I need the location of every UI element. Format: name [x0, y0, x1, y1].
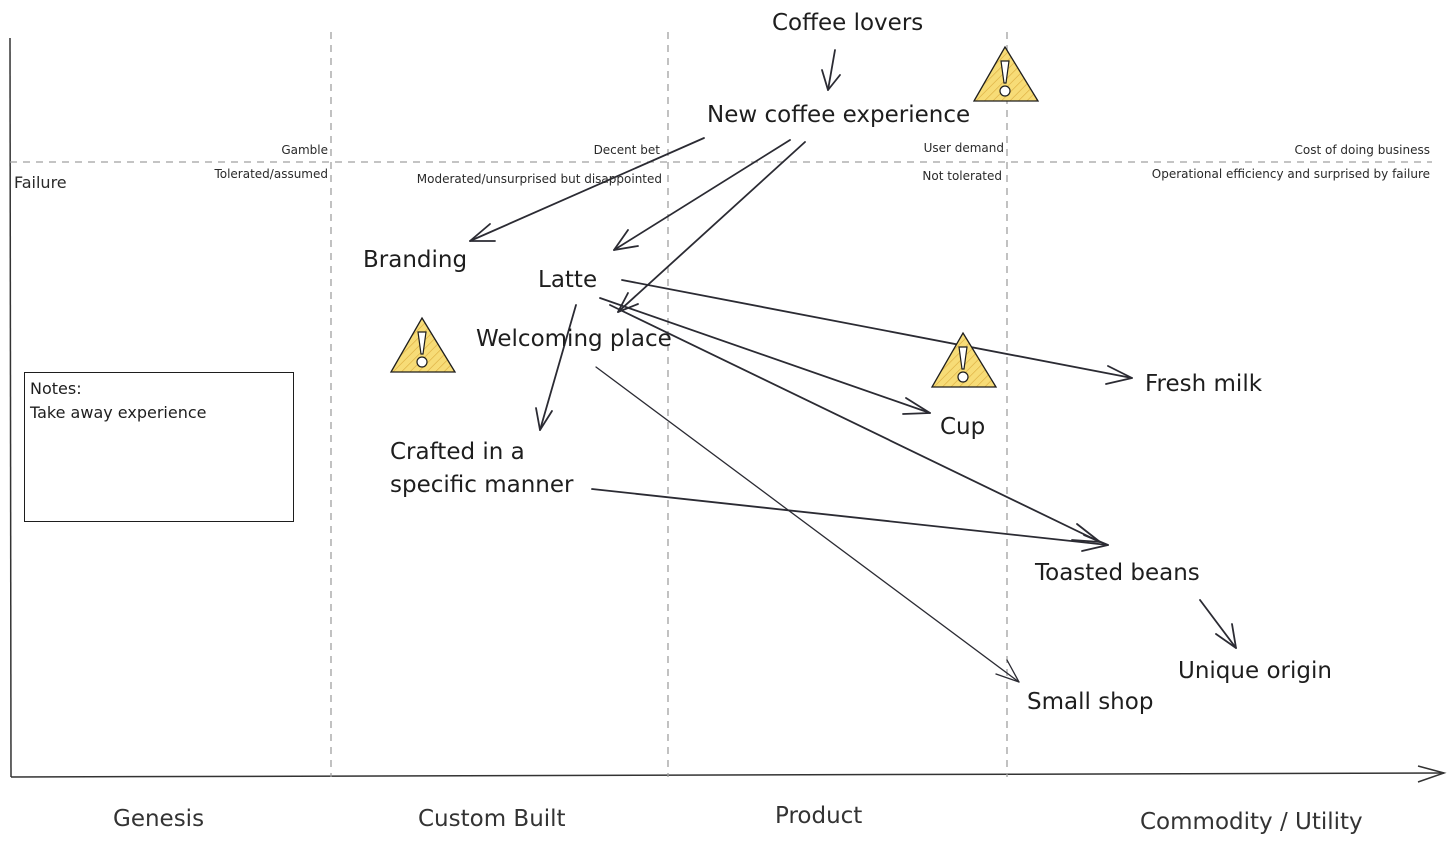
stage-genesis: Genesis — [113, 806, 205, 832]
x-axis-line — [10, 772, 1445, 778]
arrow-latte-to-crafted — [539, 304, 577, 431]
node-toasted-beans[interactable]: Toasted beans — [1035, 560, 1200, 586]
stage-custom-built: Custom Built — [418, 806, 566, 832]
notes-title: Notes: — [30, 379, 82, 398]
stage-product: Product — [775, 803, 863, 829]
stage-dividers — [10, 32, 1432, 777]
column-2-top-label: Decent bet — [593, 143, 660, 157]
node-cup[interactable]: Cup — [940, 414, 986, 440]
node-branding[interactable]: Branding — [363, 247, 468, 273]
warning-icon — [930, 331, 998, 388]
y-axis-line — [9, 37, 12, 778]
node-latte[interactable]: Latte — [538, 267, 598, 293]
arrow-experience-to-branding — [469, 137, 705, 242]
arrow-experience-to-welcoming — [617, 141, 806, 313]
node-new-coffee-experience[interactable]: New coffee experience — [707, 102, 971, 128]
node-fresh-milk[interactable]: Fresh milk — [1145, 371, 1263, 397]
x-axis-arrowhead — [1417, 765, 1447, 783]
column-3-top-label: User demand — [923, 141, 1004, 155]
warning-icon — [972, 45, 1040, 102]
stage-commodity-utility: Commodity / Utility — [1140, 809, 1363, 835]
failure-label: Failure — [14, 173, 67, 192]
column-4-top-label: Cost of doing business — [1294, 143, 1430, 157]
warning-icon — [389, 316, 457, 373]
arrow-latte-to-cup — [599, 297, 931, 414]
column-1-bottom-label: Tolerated/assumed — [214, 167, 328, 181]
node-crafted-line1[interactable]: Crafted in a — [390, 439, 525, 465]
arrow-coffee-lovers-to-experience — [827, 49, 836, 91]
dependency-arrows — [469, 49, 1237, 683]
arrow-latte-to-fresh-milk — [621, 279, 1133, 379]
column-1-top-label: Gamble — [281, 143, 328, 157]
node-crafted-line2[interactable]: specific manner — [390, 472, 574, 498]
column-2-bottom-label: Moderated/unsurprised but disappointed — [416, 172, 662, 186]
column-3-bottom-label: Not tolerated — [922, 169, 1002, 183]
node-unique-origin[interactable]: Unique origin — [1178, 658, 1332, 684]
column-4-bottom-label: Operational efficiency and surprised by … — [1151, 167, 1430, 181]
arrow-crafted-to-toasted-beans — [591, 488, 1109, 546]
node-small-shop[interactable]: Small shop — [1027, 689, 1154, 715]
arrow-latte-to-toasted-beans — [609, 304, 1101, 543]
notes-box[interactable]: Notes: Take away experience — [24, 372, 294, 522]
notes-body: Take away experience — [30, 403, 207, 422]
axes — [9, 37, 1447, 783]
arrow-welcoming-to-small-shop — [595, 366, 1020, 683]
node-coffee-lovers[interactable]: Coffee lovers — [772, 10, 924, 36]
arrow-toasted-to-unique-origin — [1199, 599, 1237, 649]
arrow-experience-to-latte — [613, 139, 791, 251]
node-welcoming-place[interactable]: Welcoming place — [476, 326, 672, 352]
